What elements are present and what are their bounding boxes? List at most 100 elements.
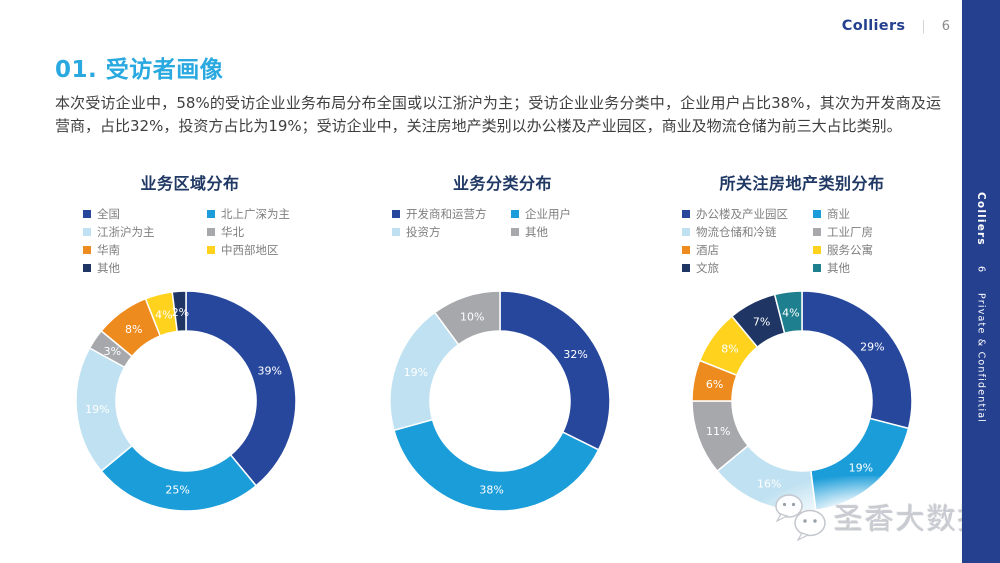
legend-item: 江浙沪为主 xyxy=(83,225,207,239)
donut-slice xyxy=(433,290,501,346)
legend-swatch xyxy=(511,210,519,218)
legend-label: 酒店 xyxy=(696,243,719,257)
slice-label: 19% xyxy=(849,462,873,475)
chart-legend: 办公楼及产业园区 商业物流仓储和冷链 工业厂房酒店 服务公寓文旅 其他 xyxy=(682,207,944,275)
legend-item: 华北 xyxy=(207,225,331,239)
donut-slice xyxy=(393,418,600,512)
legend-swatch xyxy=(813,246,821,254)
legend-swatch xyxy=(392,210,400,218)
slice-label: 2% xyxy=(172,306,189,319)
slice-label: 8% xyxy=(125,323,142,336)
legend-label: 中西部地区 xyxy=(221,243,279,257)
slice-label: 19% xyxy=(404,366,428,379)
legend-label: 文旅 xyxy=(696,261,719,275)
legend-label: 物流仓储和冷链 xyxy=(696,225,777,239)
chart-title: 业务区域分布 xyxy=(140,174,240,193)
legend-swatch xyxy=(682,246,690,254)
donut-slice xyxy=(171,290,187,333)
donut-slice xyxy=(773,290,803,335)
slice-label: 25% xyxy=(165,483,189,496)
legend-swatch xyxy=(682,228,690,236)
page-number: 6 xyxy=(941,18,950,34)
legend-label: 开发商和运营方 xyxy=(406,207,487,221)
legend-item: 工业厂房 xyxy=(813,225,944,239)
donut-chart: 39% 25% 19% 3% 8% 4% 2% xyxy=(75,290,297,512)
legend-item: 其他 xyxy=(813,261,944,275)
donut-slice xyxy=(185,290,297,487)
sidebar-brand: Colliers xyxy=(975,192,987,246)
legend-label: 商业 xyxy=(827,207,850,221)
slice-label: 29% xyxy=(860,340,884,353)
donut-chart: 32% 38% 19% 10% xyxy=(389,290,611,512)
legend-label: 北上广深为主 xyxy=(221,207,290,221)
slice-label: 11% xyxy=(706,425,730,438)
legend-swatch xyxy=(682,264,690,272)
legend-item: 全国 xyxy=(83,207,207,221)
watermark-text: 圣香大数据 xyxy=(834,502,990,536)
legend-item: 物流仓储和冷链 xyxy=(682,225,813,239)
legend-swatch xyxy=(813,210,821,218)
legend-item: 中西部地区 xyxy=(207,243,331,257)
legend-item: 文旅 xyxy=(682,261,813,275)
legend-swatch xyxy=(682,210,690,218)
slice-label: 38% xyxy=(479,483,503,496)
chart-region-distribution: 业务区域分布 全国 北上广深为主江浙沪为主 华北华南 中西部地区其他 39% 25% 19… xyxy=(55,170,325,522)
chart-legend: 开发商和运营方 企业用户投资方 其他 xyxy=(392,207,630,239)
right-sidebar: Colliers 6 Private & Confidential xyxy=(962,0,1000,563)
slice-label: 32% xyxy=(563,348,587,361)
legend-label: 华南 xyxy=(97,243,120,257)
legend-swatch xyxy=(392,228,400,236)
legend-swatch xyxy=(207,228,215,236)
legend-swatch xyxy=(813,264,821,272)
chart-legend: 全国 北上广深为主江浙沪为主 华北华南 中西部地区其他 xyxy=(83,207,331,275)
legend-swatch xyxy=(83,228,91,236)
sidebar-confidential: Private & Confidential xyxy=(975,293,987,424)
legend-swatch xyxy=(83,246,91,254)
legend-label: 其他 xyxy=(525,225,548,239)
legend-label: 其他 xyxy=(97,261,120,275)
legend-label: 江浙沪为主 xyxy=(97,225,155,239)
legend-swatch xyxy=(207,246,215,254)
slice-label: 7% xyxy=(753,316,770,329)
slice-label: 6% xyxy=(706,378,723,391)
watermark: 圣香大数据 xyxy=(772,492,989,542)
slice-label: 19% xyxy=(85,403,109,416)
legend-swatch xyxy=(813,228,821,236)
slice-label: 3% xyxy=(104,345,121,358)
slice-label: 4% xyxy=(782,307,799,320)
legend-label: 服务公寓 xyxy=(827,243,873,257)
legend-label: 其他 xyxy=(827,261,850,275)
legend-label: 企业用户 xyxy=(525,207,571,221)
legend-swatch xyxy=(83,264,91,272)
legend-item: 酒店 xyxy=(682,243,813,257)
slice-label: 8% xyxy=(721,343,738,356)
chart-title: 所关注房地产类别分布 xyxy=(719,174,885,193)
watermark-glow xyxy=(752,476,996,563)
legend-item: 华南 xyxy=(83,243,207,257)
wechat-icon xyxy=(775,494,826,542)
slice-label: 4% xyxy=(155,309,172,322)
slice-label: 39% xyxy=(258,365,282,378)
legend-item: 投资方 xyxy=(392,225,511,239)
legend-item: 办公楼及产业园区 xyxy=(682,207,813,221)
legend-label: 办公楼及产业园区 xyxy=(696,207,788,221)
page-title: 01. 受访者画像 xyxy=(55,57,224,83)
colliers-logo: Colliers xyxy=(841,18,906,34)
chart-property-type: 所关注房地产类别分布 办公楼及产业园区 商业物流仓储和冷链 工业厂房酒店 服务公寓文旅… xyxy=(656,170,948,522)
legend-item: 北上广深为主 xyxy=(207,207,331,221)
donut-slice xyxy=(499,290,611,451)
legend-label: 投资方 xyxy=(406,225,441,239)
sidebar-page-number: 6 xyxy=(975,265,987,274)
slice-label: 10% xyxy=(460,310,484,323)
header-divider: | xyxy=(921,18,926,34)
legend-swatch xyxy=(511,228,519,236)
legend-item: 企业用户 xyxy=(511,207,630,221)
chart-title: 业务分类分布 xyxy=(452,174,552,193)
intro-paragraph: 本次受访企业中，58%的受访企业业务布局分布全国或以江浙沪为主；受访企业业务分类… xyxy=(55,94,941,136)
legend-item: 其他 xyxy=(511,225,630,239)
legend-item: 服务公寓 xyxy=(813,243,944,257)
sidebar-text-group: Colliers 6 Private & Confidential xyxy=(962,192,1000,423)
legend-item: 开发商和运营方 xyxy=(392,207,511,221)
legend-label: 华北 xyxy=(221,225,244,239)
